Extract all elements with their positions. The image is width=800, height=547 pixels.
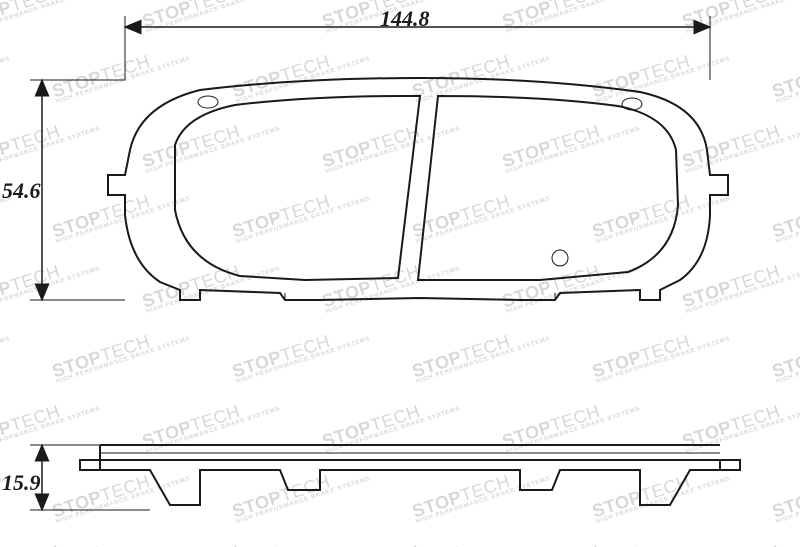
technical-drawing: STOPTECHHIGH PERFORMANCE BRAKE SYSTEMSST… <box>0 0 800 547</box>
dim-height-label: 54.6 <box>2 178 41 204</box>
brake-pad-front-view <box>108 78 728 300</box>
drawing-svg <box>0 0 800 547</box>
dim-thickness-label: 15.9 <box>2 470 41 496</box>
brake-pad-side-view <box>80 445 740 505</box>
dimension-height <box>30 80 125 300</box>
dimension-thickness <box>30 445 150 510</box>
dim-width-label: 144.8 <box>380 6 430 32</box>
